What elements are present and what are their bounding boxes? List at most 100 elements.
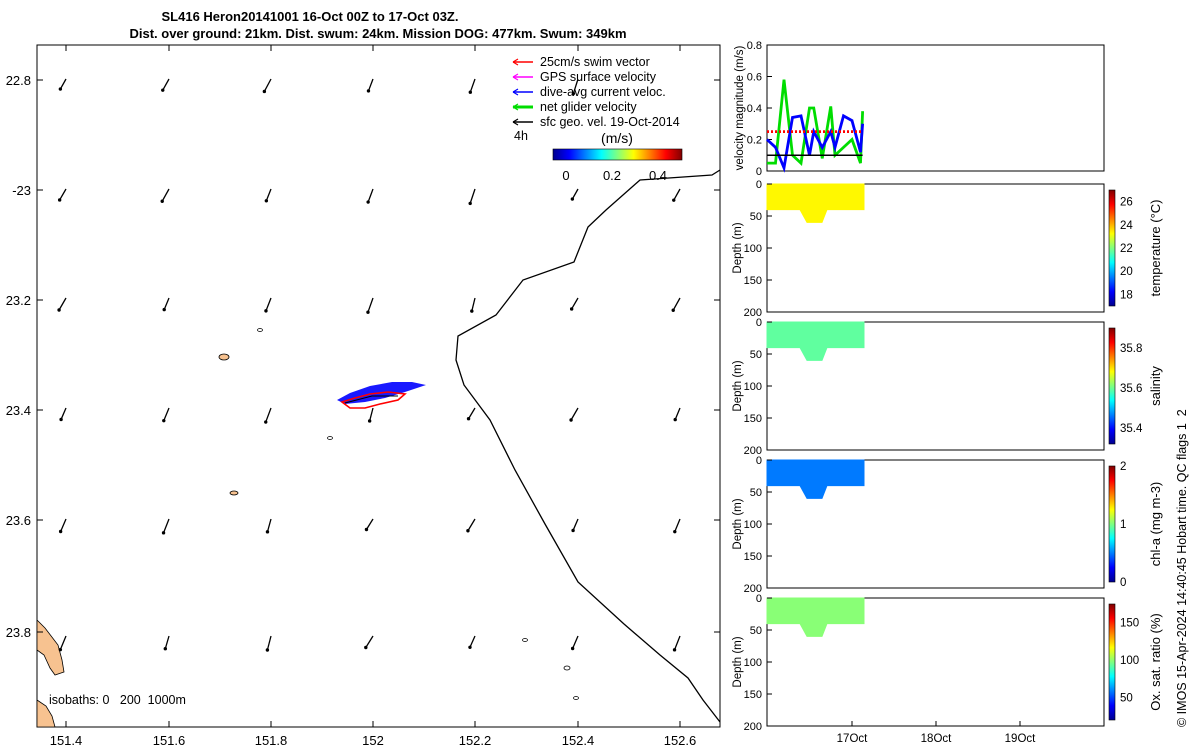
velocity-arrow bbox=[265, 188, 272, 202]
colorbar-time-label: 4h bbox=[514, 129, 528, 143]
reef-outline bbox=[218, 353, 230, 361]
chl-a-y-tick-label: 150 bbox=[744, 551, 762, 563]
reef-outline bbox=[563, 665, 571, 671]
velocity-arrow-head bbox=[466, 417, 471, 421]
ox-sat-y-tick-label: 200 bbox=[744, 721, 762, 733]
velocity-arrow-head bbox=[264, 420, 268, 424]
velocity-arrow-head bbox=[162, 418, 166, 423]
temperature-y-tick-label: 50 bbox=[750, 211, 762, 223]
velocity-arrow-head bbox=[569, 418, 573, 422]
velocity-arrow-head bbox=[468, 645, 472, 649]
legend-arrowhead bbox=[512, 103, 519, 111]
map-x-tick-label: 152 bbox=[362, 733, 384, 748]
velocity-y-tick-label: 0 bbox=[756, 166, 762, 178]
velocity-arrow bbox=[59, 188, 67, 201]
ox-sat-colorbar-tick-label: 100 bbox=[1120, 655, 1139, 667]
velocity-arrow-head bbox=[673, 529, 677, 534]
velocity-arrow bbox=[60, 518, 67, 532]
time-axis-label: 18Oct bbox=[921, 733, 952, 745]
legend-arrowhead bbox=[512, 58, 519, 66]
velocity-arrow bbox=[365, 635, 374, 648]
velocity-arrow bbox=[570, 407, 579, 421]
ox-sat-y-tick-label: 50 bbox=[750, 625, 762, 637]
chl-a-y-tick-label: 200 bbox=[744, 583, 762, 595]
salinity-data-field bbox=[766, 321, 865, 361]
land-patch bbox=[36, 699, 56, 728]
swim-vector-trace bbox=[340, 391, 407, 409]
velocity-arrow bbox=[571, 188, 579, 200]
velocity-arrow bbox=[572, 635, 579, 649]
velocity-arrow-head bbox=[262, 89, 267, 94]
velocity-arrow bbox=[163, 407, 170, 421]
temperature-colorbar-tick-label: 22 bbox=[1120, 243, 1133, 255]
velocity-arrow bbox=[673, 635, 681, 651]
colorbar-ticks: 0 0.2 0.4 bbox=[562, 168, 667, 183]
velocity-arrow bbox=[60, 407, 67, 420]
temperature-colorbar-tick-label: 18 bbox=[1120, 289, 1133, 301]
chl-a-colorbar bbox=[1108, 465, 1116, 583]
chl-a-colorbar-tick-label: 2 bbox=[1120, 461, 1126, 473]
velocity-arrow-head bbox=[470, 309, 474, 313]
map-x-tick-label: 151.6 bbox=[153, 733, 186, 748]
velocity-arrow-head bbox=[161, 531, 166, 535]
salinity-colorbar-tick-label: 35.8 bbox=[1120, 343, 1142, 355]
time-axis-label: 17Oct bbox=[837, 733, 868, 745]
glider-track bbox=[344, 395, 398, 404]
legend-label: net glider velocity bbox=[540, 100, 637, 114]
legend-arrowhead bbox=[512, 88, 519, 96]
velocity-arrow bbox=[572, 78, 579, 94]
velocity-arrow-head bbox=[570, 197, 575, 201]
ox-sat-data-field bbox=[766, 597, 865, 637]
ox-sat-y-label: Depth (m) bbox=[732, 636, 744, 687]
velocity-arrow-head bbox=[468, 201, 472, 206]
velocity-arrow-head bbox=[673, 417, 677, 422]
velocity-arrow-head bbox=[364, 645, 368, 650]
velocity-arrow-head bbox=[570, 646, 575, 651]
salinity-panel: 0 50 100 150 200 Depth (m) 35.8 35.6 35.4 salinit… bbox=[732, 317, 1163, 457]
map-x-axis: 151.4 151.6 151.8 152 152.2 152.4 152.6 bbox=[50, 45, 696, 748]
temperature-panel-frame bbox=[766, 183, 1105, 313]
temperature-panel: 0 50 100 150 200 Depth (m) 26 24 22 20 18 temperatu… bbox=[732, 179, 1163, 319]
temperature-colorbar-tick-label: 20 bbox=[1120, 266, 1133, 278]
velocity-arrow-head bbox=[58, 647, 63, 652]
salinity-colorbar bbox=[1108, 327, 1116, 445]
land-patch bbox=[36, 619, 65, 676]
velocity-arrow-head bbox=[671, 308, 675, 312]
isobaths-label: isobaths: 0 200 1000m bbox=[49, 693, 186, 707]
velocity-arrow bbox=[365, 518, 374, 530]
salinity-y-tick-label: 100 bbox=[744, 381, 762, 393]
velocity-arrow bbox=[367, 188, 374, 203]
map-x-tick-label: 151.8 bbox=[255, 733, 288, 748]
salinity-colorbar-label: salinity bbox=[1148, 366, 1163, 406]
velocity-arrow-head bbox=[265, 648, 270, 652]
velocity-arrow bbox=[58, 297, 67, 311]
velocity-arrow-head bbox=[57, 308, 61, 312]
reef-outline bbox=[522, 638, 528, 642]
map-y-tick-label: 23.2 bbox=[6, 293, 31, 308]
velocity-arrow-head bbox=[366, 310, 370, 314]
velocity-arrow bbox=[571, 297, 579, 310]
velocity-y-tick-label: 0.2 bbox=[747, 135, 762, 147]
velocity-arrow bbox=[673, 188, 681, 201]
legend-label: 25cm/s swim vector bbox=[540, 55, 650, 69]
reef-outline bbox=[327, 436, 333, 440]
velocity-y-label: velocity magnitude (m/s) bbox=[734, 46, 746, 171]
velocity-panel-frame bbox=[766, 44, 1105, 172]
map-y-tick-label: 23.4 bbox=[6, 403, 31, 418]
velocity-arrow bbox=[265, 407, 272, 423]
map-x-tick-label: 151.4 bbox=[50, 733, 83, 748]
velocity-arrow bbox=[266, 518, 272, 533]
velocity-arrow-head bbox=[162, 307, 166, 312]
colorbar-tick-label: 0.4 bbox=[649, 168, 667, 183]
ox-sat-colorbar-tick-label: 50 bbox=[1120, 693, 1133, 705]
velocity-arrow bbox=[369, 407, 374, 422]
chl-a-colorbar-tick-label: 0 bbox=[1120, 577, 1126, 589]
velocity-arrow-head bbox=[265, 530, 270, 534]
chl-a-y-label: Depth (m) bbox=[732, 498, 744, 549]
colorbar-units: (m/s) bbox=[601, 130, 633, 146]
legend-arrowhead bbox=[512, 73, 519, 81]
velocity-arrow-head bbox=[466, 529, 470, 533]
velocity-arrow-head bbox=[364, 527, 369, 532]
salinity-y-tick-label: 150 bbox=[744, 413, 762, 425]
